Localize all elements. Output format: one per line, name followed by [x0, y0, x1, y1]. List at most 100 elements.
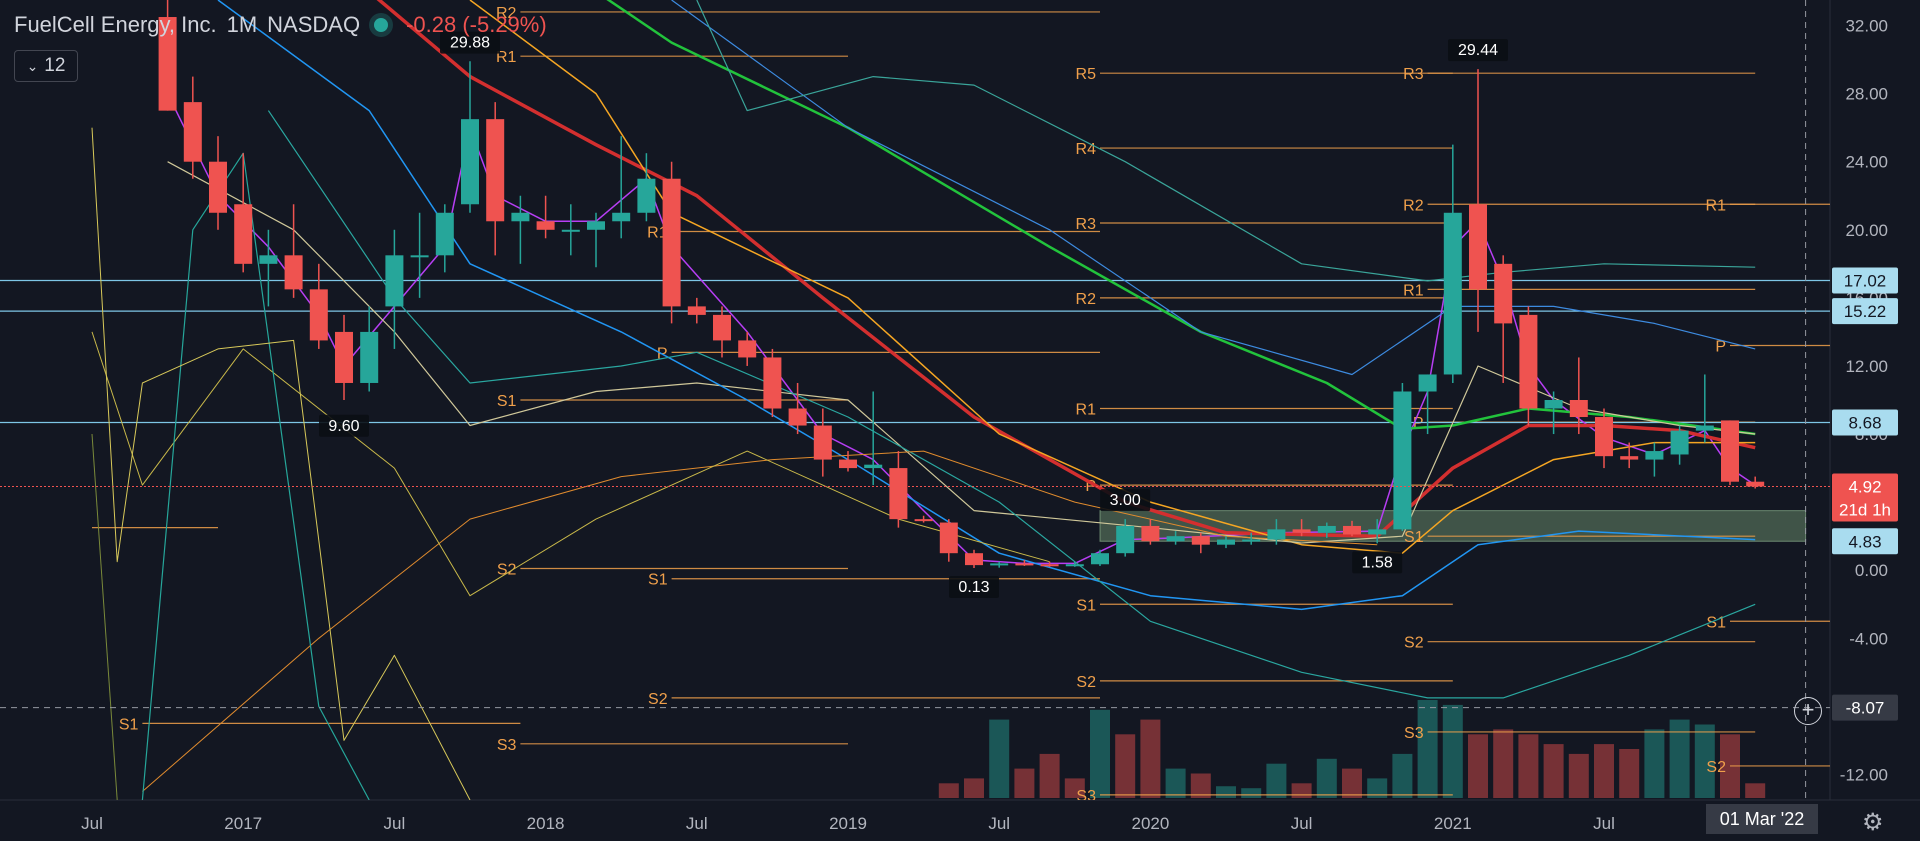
candle	[1217, 536, 1235, 549]
volume-bar	[1442, 704, 1463, 798]
volume-bar	[1367, 778, 1388, 798]
volume-bar	[1140, 719, 1161, 798]
candle	[360, 306, 379, 392]
price-tag-text: 15.22	[1844, 302, 1887, 321]
volume-bar	[989, 719, 1010, 798]
candle-body	[435, 212, 454, 256]
price-tag-text: 17.02	[1844, 272, 1887, 291]
pivot-label: R1	[496, 49, 517, 66]
level-price-tag: 8.68	[1832, 409, 1898, 436]
y-tick-label: -12.00	[1840, 765, 1888, 784]
annotation-text: 3.00	[1110, 492, 1141, 509]
candle	[713, 306, 731, 358]
candle-body	[939, 522, 958, 554]
indicator-line	[91, 331, 1050, 597]
candle-body	[1267, 529, 1286, 540]
y-tick-label: -4.00	[1849, 629, 1888, 648]
indicator-line	[267, 110, 1756, 699]
annotation-text: 0.13	[958, 579, 989, 596]
volume-bar	[1619, 749, 1640, 798]
x-tick-label: Jul	[1291, 814, 1313, 833]
price-axis	[1830, 0, 1920, 800]
crosshair-date-label: 01 Mar '22	[1706, 804, 1818, 834]
pivot-label: S2	[497, 562, 517, 579]
pivot-label: S2	[648, 691, 668, 708]
candle	[511, 195, 530, 264]
candle	[1746, 476, 1765, 489]
pivot-label: S3	[1404, 725, 1424, 742]
candle	[788, 382, 807, 435]
volume-bar	[1669, 719, 1690, 798]
candle	[1368, 519, 1387, 544]
price-tag-text: 4.83	[1848, 532, 1881, 551]
candle	[1721, 420, 1739, 486]
volume-bar	[1745, 783, 1766, 798]
time-axis	[0, 800, 1920, 841]
candle-body	[1040, 564, 1059, 567]
candle-body	[1116, 525, 1135, 554]
candle-body	[1595, 417, 1613, 457]
candle-body	[486, 119, 505, 222]
volume-bar	[1216, 786, 1236, 798]
candle	[183, 76, 202, 179]
indicators-toggle-button[interactable]: ⌄ 12	[14, 50, 78, 82]
candle-body	[209, 161, 227, 213]
candle	[1267, 519, 1286, 545]
gear-icon[interactable]: ⚙	[1862, 809, 1884, 836]
volume-bar	[1266, 763, 1287, 798]
candle	[461, 61, 479, 213]
volume-bar	[1543, 744, 1564, 798]
candle	[687, 297, 706, 324]
volume-bar	[964, 778, 984, 798]
candle-body	[687, 306, 706, 315]
volume-bar	[1241, 788, 1262, 798]
pivot-label: R4	[1076, 141, 1097, 158]
candle-body	[1015, 563, 1034, 566]
pivot-label: P	[1715, 339, 1726, 356]
x-tick-label: 2021	[1434, 814, 1472, 833]
candle	[1065, 561, 1084, 567]
candle	[587, 212, 605, 268]
candle	[1393, 382, 1412, 532]
candle-body	[637, 178, 656, 213]
candle	[914, 515, 933, 523]
x-tick-label: 2017	[224, 814, 262, 833]
pivot-label: S2	[1404, 635, 1424, 652]
price-tag-text: 8.68	[1848, 413, 1881, 432]
candle	[435, 204, 454, 273]
chevron-down-icon: ⌄	[26, 57, 39, 74]
candle	[259, 229, 278, 307]
volume-bar	[1014, 768, 1035, 798]
volume-bar	[1518, 734, 1539, 798]
candle	[813, 408, 832, 477]
volume-bar	[1644, 729, 1665, 798]
pivot-label: R2	[1076, 291, 1097, 308]
candle	[990, 561, 1009, 568]
pivot-label: S1	[1076, 597, 1096, 614]
symbol-title[interactable]: FuelCell Energy, Inc.	[14, 12, 217, 37]
price-annotation: 0.13	[949, 576, 999, 598]
price-annotation: 29.88	[440, 31, 500, 54]
interval-label[interactable]: 1M	[226, 12, 258, 37]
price-tag-text: -8.07	[1846, 699, 1885, 718]
pivot-label: R1	[1403, 282, 1424, 299]
candle	[410, 212, 429, 298]
candle	[1166, 531, 1185, 545]
pivot-label: R5	[1076, 66, 1097, 83]
add-alert-button[interactable]: +	[1794, 697, 1822, 725]
x-tick-label: Jul	[988, 814, 1010, 833]
volume-bar	[1190, 773, 1211, 798]
candle-body	[839, 459, 857, 469]
zone-price-tag: 4.83	[1832, 528, 1898, 555]
candle-body	[662, 178, 681, 307]
candle	[864, 391, 883, 486]
candle-body	[1166, 536, 1185, 542]
candle-body	[410, 255, 429, 258]
candle	[1443, 144, 1462, 383]
volume-bar	[1417, 700, 1438, 798]
candle-body	[1343, 525, 1361, 535]
candle-body	[1544, 400, 1563, 409]
candle	[637, 153, 656, 222]
candle	[763, 348, 782, 418]
